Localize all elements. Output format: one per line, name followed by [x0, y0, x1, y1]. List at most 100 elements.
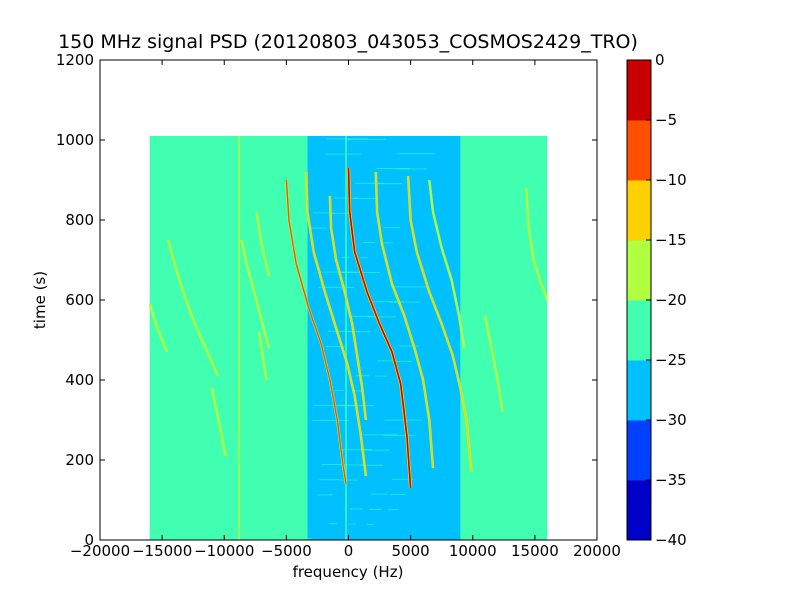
heatmap-noise-streak	[325, 346, 346, 347]
colorbar-segment	[627, 420, 651, 481]
signal-trace	[285, 179, 347, 485]
x-tick-label: 15000	[511, 542, 559, 560]
signal-trace	[428, 179, 465, 349]
heatmap-plot: −20000 −15000 −10000 −5000 0 5000 10000 15000 20…	[56, 51, 621, 560]
heatmap-noise-streak	[388, 509, 400, 511]
heatmap-noise-streak	[324, 153, 361, 155]
heatmap-noise-streak	[348, 316, 378, 317]
colorbar-tick-label: −25	[655, 351, 687, 369]
x-axis-ticks: −20000 −15000 −10000 −5000 0 5000 10000 15000 20…	[70, 60, 621, 560]
heatmap-layer	[148, 136, 549, 540]
x-tick-label: −5000	[261, 542, 312, 560]
heatmap-noise-streak	[318, 286, 355, 288]
heatmap-noise-streak	[355, 182, 385, 184]
y-axis-ticks: 0 200 400 600 800 1000 1200	[56, 51, 597, 549]
signal-trace	[258, 331, 268, 381]
colorbar-tick-label: −35	[655, 471, 687, 489]
heatmap-noise-streak	[327, 330, 353, 332]
x-tick-label: 20000	[573, 542, 621, 560]
heatmap-noise-streak	[390, 286, 429, 288]
signal-trace	[525, 187, 548, 301]
signal-trace	[407, 175, 473, 473]
heatmap-noise-streak	[361, 449, 391, 451]
signal-trace	[149, 303, 168, 353]
heatmap-noise-streak	[317, 494, 333, 496]
heatmap-noise-streak	[340, 464, 365, 466]
heatmap-noise-streak	[382, 434, 416, 436]
signal-trace	[375, 171, 434, 469]
heatmap-noise-streak	[367, 524, 374, 525]
y-tick-label: 400	[65, 371, 94, 389]
x-axis-label: frequency (Hz)	[293, 563, 404, 581]
heatmap-noise-streak	[342, 449, 372, 451]
heatmap-noise-streak	[363, 434, 398, 436]
heatmap-noise-streak	[312, 420, 349, 421]
heatmap-noise-streak	[368, 316, 397, 318]
heatmap-noise-streak	[347, 523, 356, 525]
heatmap-noise-streak	[312, 212, 334, 214]
x-tick-label: 0	[344, 542, 354, 560]
heatmap-noise-streak	[391, 478, 414, 480]
y-tick-label: 1000	[56, 131, 94, 149]
colorbar-segment	[627, 60, 651, 121]
y-tick-label: 200	[65, 451, 94, 469]
colorbar-tick-label: −15	[655, 231, 687, 249]
heatmap-noise-streak	[353, 198, 377, 199]
x-tick-label: 10000	[449, 542, 497, 560]
heatmap-noise-streak	[395, 168, 428, 170]
heatmap-noise-streak	[389, 301, 422, 303]
heatmap-noise-streak	[370, 493, 389, 495]
x-tick-label: −15000	[132, 542, 192, 560]
heatmap-noise-streak	[375, 375, 388, 377]
colorbar-segment	[627, 360, 651, 421]
y-tick-label: 800	[65, 211, 94, 229]
heatmap-noise-streak	[374, 183, 403, 185]
y-axis-label: time (s)	[31, 271, 49, 329]
heatmap-noise-streak	[346, 138, 387, 140]
heatmap-noise-streak	[338, 479, 358, 481]
signal-trace	[167, 239, 219, 377]
y-tick-label: 1200	[56, 51, 94, 69]
colorbar-tick-label: 0	[655, 51, 665, 69]
heatmap-noise-streak	[328, 523, 338, 525]
colorbar-tick-label: −40	[655, 531, 687, 549]
colorbar-segment	[627, 300, 651, 361]
colorbar-segment	[627, 180, 651, 241]
signal-trace	[484, 315, 504, 413]
heatmap-noise-streak	[398, 345, 420, 347]
signal-trace	[211, 387, 227, 457]
heatmap-noise-streak	[307, 538, 313, 539]
signal-trace	[329, 195, 367, 421]
x-tick-label: 5000	[392, 542, 430, 560]
signal-trace	[240, 239, 270, 349]
heatmap-noise-streak	[356, 375, 369, 377]
colorbar-tick-label: −10	[655, 171, 687, 189]
colorbar-segment	[627, 480, 651, 541]
colorbar-segment	[627, 120, 651, 181]
colorbar-tick-label: −30	[655, 411, 687, 429]
chart-title: 150 MHz signal PSD (20120803_043053_COSM…	[58, 31, 638, 53]
signal-trace	[255, 211, 270, 277]
heatmap-noise-streak	[362, 242, 375, 243]
heatmap-noise-streak	[349, 508, 363, 510]
heatmap-noise-streak	[381, 242, 394, 244]
heatmap-noise-streak	[319, 479, 340, 481]
colorbar-tick-label: −20	[655, 291, 687, 309]
y-tick-label: 600	[65, 291, 94, 309]
heatmap-noise-streak	[368, 508, 381, 510]
heatmap-noise-streak	[376, 168, 410, 169]
heatmap-noise-streak	[369, 301, 404, 303]
colorbar-tick-label: −5	[655, 111, 677, 129]
heatmap-noise-streak	[354, 390, 362, 392]
heatmap-noise-streak	[321, 464, 347, 465]
heatmap-noise-streak	[360, 257, 368, 259]
heatmap-noise-streak	[383, 227, 401, 229]
heatmap-noise-streak	[396, 360, 413, 362]
colorbar: 0 −5 −10 −15 −20 −25 −30 −35 −40	[626, 51, 687, 549]
x-tick-label: −20000	[70, 542, 130, 560]
signal-trace	[305, 171, 367, 477]
heatmap-noise-streak	[359, 464, 383, 466]
heatmap-noise-streak	[377, 360, 395, 362]
heatmap-noise-streak	[390, 494, 407, 495]
